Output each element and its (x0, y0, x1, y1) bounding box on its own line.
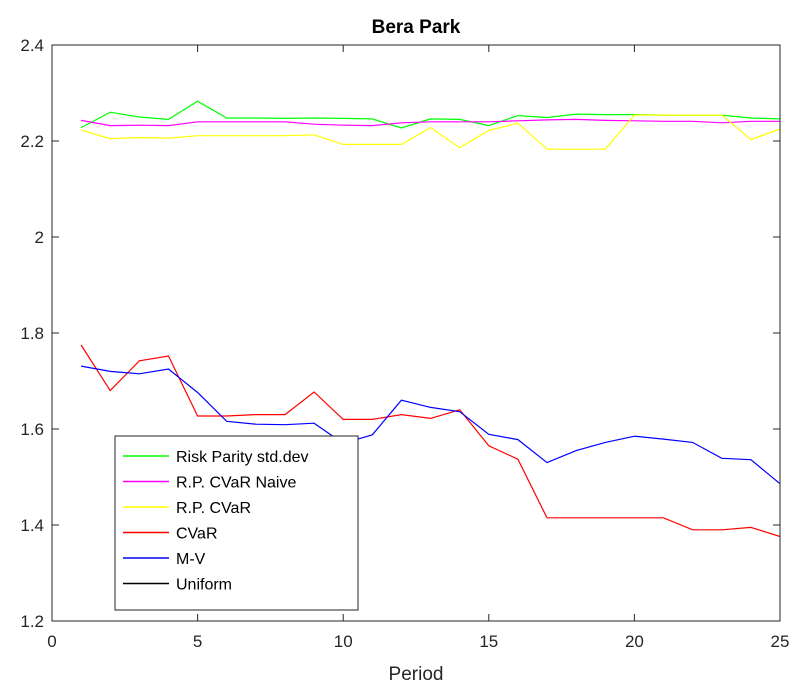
x-tick-label: 0 (47, 632, 56, 651)
x-axis-title: Period (389, 664, 444, 685)
x-tick-label: 10 (334, 632, 353, 651)
x-tick-label: 20 (625, 632, 644, 651)
series-line-m-v (80, 365, 781, 485)
legend-label: CVaR (176, 526, 218, 543)
x-tick-label: 15 (479, 632, 498, 651)
legend-label: Risk Parity std.dev (176, 449, 308, 466)
series-layer (80, 100, 781, 538)
legend: Risk Parity std.dev R.P. CVaR Naive R.P. C… (114, 435, 359, 611)
chart-title: Bera Park (372, 17, 461, 38)
axis-layer: 0 5 10 15 20 25 1.2 1.4 1.6 1.8 2 2.2 2.4 (20, 36, 789, 651)
legend-label: R.P. CVaR Naive (176, 475, 296, 492)
y-tick-label: 2.4 (20, 36, 44, 55)
y-tick-label: 1.8 (20, 324, 44, 343)
x-tick-label: 25 (771, 632, 790, 651)
series-line-r-p-cvar-naive (80, 118, 780, 127)
y-tick-label: 2.2 (20, 132, 44, 151)
y-tick-label: 1.2 (20, 612, 44, 631)
y-tick-label: 1.4 (20, 516, 44, 535)
y-tick-label: 2 (35, 228, 44, 247)
series-line-cvar (80, 344, 781, 538)
x-tick-label: 5 (193, 632, 202, 651)
legend-label: R.P. CVaR (176, 500, 251, 517)
y-tick-label: 1.6 (20, 420, 44, 439)
series-line-r-p-cvar (80, 114, 781, 150)
legend-box (114, 435, 359, 611)
legend-label: Uniform (176, 577, 232, 594)
legend-label: M-V (176, 551, 206, 568)
